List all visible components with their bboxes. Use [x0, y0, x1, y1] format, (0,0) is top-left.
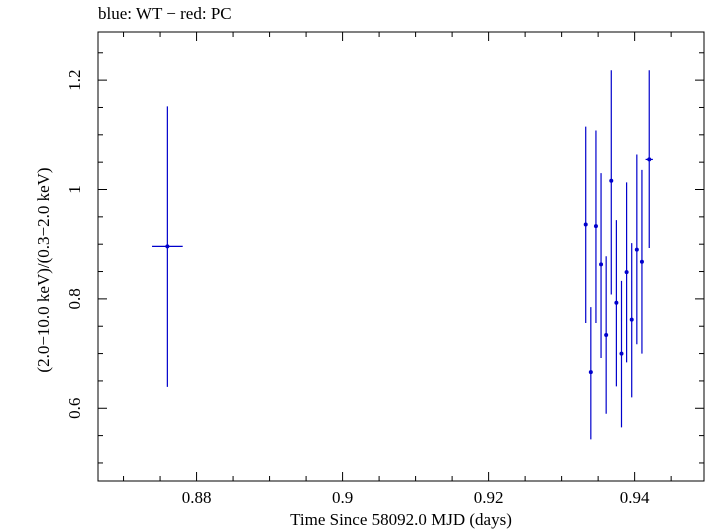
data-marker	[634, 247, 639, 252]
x-axis-label: Time Since 58092.0 MJD (days)	[290, 510, 512, 529]
data-marker	[647, 157, 652, 162]
data-marker	[614, 300, 619, 305]
data-point	[609, 70, 614, 295]
data-marker	[639, 259, 644, 264]
data-point	[624, 182, 629, 363]
axis-ticks: 0.88 0.9 0.92 0.94 0.6 0.8 1 1.2	[65, 32, 704, 507]
data-point	[604, 256, 609, 414]
data-marker	[599, 262, 604, 267]
data-point	[588, 307, 593, 440]
chart-title: blue: WT − red: PC	[98, 4, 232, 23]
x-tick-label: 0.9	[332, 488, 353, 507]
data-marker	[583, 222, 588, 227]
data-points	[152, 70, 653, 440]
data-marker	[619, 351, 624, 356]
y-tick-label: 1	[65, 185, 84, 194]
data-point	[639, 169, 644, 354]
plot-frame	[97, 31, 705, 482]
x-tick-label: 0.88	[182, 488, 212, 507]
y-tick-label: 0.8	[65, 288, 84, 309]
data-point	[645, 70, 653, 249]
data-marker	[609, 178, 614, 183]
x-tick-label: 0.94	[620, 488, 650, 507]
data-marker	[165, 244, 170, 249]
data-point	[629, 243, 634, 398]
y-tick-label: 1.2	[65, 70, 84, 91]
data-marker	[624, 270, 629, 275]
x-tick-label: 0.92	[474, 488, 504, 507]
data-point	[619, 280, 624, 428]
data-point	[583, 126, 588, 323]
data-point	[599, 173, 604, 358]
data-marker	[629, 317, 634, 322]
data-point	[152, 106, 183, 387]
y-axis-label: (2.0−10.0 keV)/(0.3−2.0 keV)	[34, 167, 53, 373]
y-tick-label: 0.6	[65, 398, 84, 419]
data-point	[593, 130, 598, 323]
data-marker	[588, 370, 593, 375]
data-point	[614, 220, 619, 387]
data-point	[634, 154, 639, 345]
data-marker	[593, 224, 598, 229]
data-marker	[604, 332, 609, 337]
